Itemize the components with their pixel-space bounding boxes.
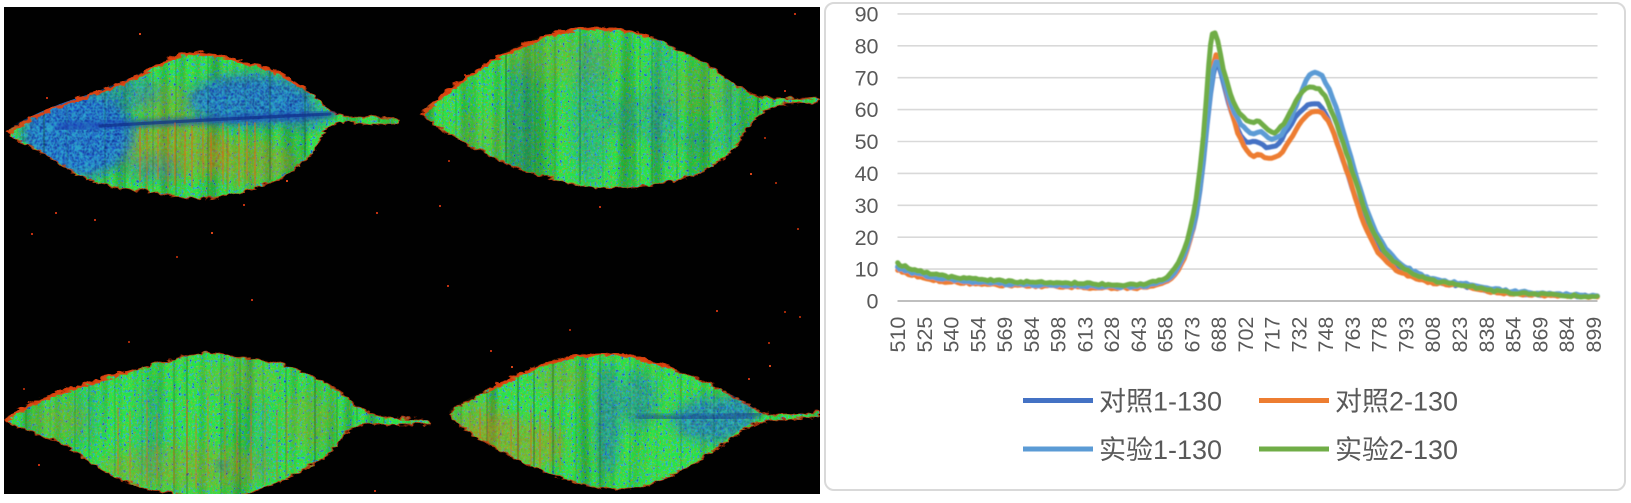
svg-text:763: 763 <box>1341 317 1365 353</box>
svg-text:838: 838 <box>1475 317 1499 353</box>
svg-text:884: 884 <box>1555 317 1579 353</box>
svg-text:2-130: 2-130 <box>1389 435 1458 465</box>
svg-text:10: 10 <box>855 258 879 282</box>
svg-text:510: 510 <box>886 317 910 353</box>
svg-text:643: 643 <box>1127 317 1151 353</box>
svg-text:60: 60 <box>855 98 879 122</box>
svg-text:0: 0 <box>867 290 879 314</box>
svg-text:673: 673 <box>1180 317 1204 353</box>
svg-text:717: 717 <box>1261 317 1285 353</box>
svg-text:40: 40 <box>855 162 879 186</box>
svg-text:525: 525 <box>913 317 937 353</box>
svg-text:823: 823 <box>1448 317 1472 353</box>
svg-text:1-130: 1-130 <box>1153 435 1222 465</box>
svg-text:688: 688 <box>1207 317 1231 353</box>
svg-text:793: 793 <box>1395 317 1419 353</box>
svg-text:584: 584 <box>1020 317 1044 353</box>
svg-text:2-130: 2-130 <box>1389 387 1458 417</box>
svg-text:808: 808 <box>1421 317 1445 353</box>
svg-text:854: 854 <box>1502 317 1526 353</box>
svg-text:748: 748 <box>1314 317 1338 353</box>
svg-text:869: 869 <box>1528 317 1552 353</box>
svg-text:50: 50 <box>855 130 879 154</box>
svg-text:554: 554 <box>966 317 990 353</box>
svg-text:628: 628 <box>1100 317 1124 353</box>
svg-text:778: 778 <box>1368 317 1392 353</box>
svg-text:30: 30 <box>855 194 879 218</box>
svg-text:658: 658 <box>1154 317 1178 353</box>
svg-text:702: 702 <box>1234 317 1258 353</box>
svg-text:80: 80 <box>855 34 879 58</box>
svg-text:1-130: 1-130 <box>1153 387 1222 417</box>
svg-text:569: 569 <box>993 317 1017 353</box>
svg-text:540: 540 <box>940 317 964 353</box>
svg-text:70: 70 <box>855 66 879 90</box>
svg-text:20: 20 <box>855 226 879 250</box>
svg-text:613: 613 <box>1073 317 1097 353</box>
svg-text:732: 732 <box>1287 317 1311 353</box>
svg-text:90: 90 <box>855 3 879 27</box>
svg-text:598: 598 <box>1047 317 1071 353</box>
svg-text:899: 899 <box>1582 317 1606 353</box>
